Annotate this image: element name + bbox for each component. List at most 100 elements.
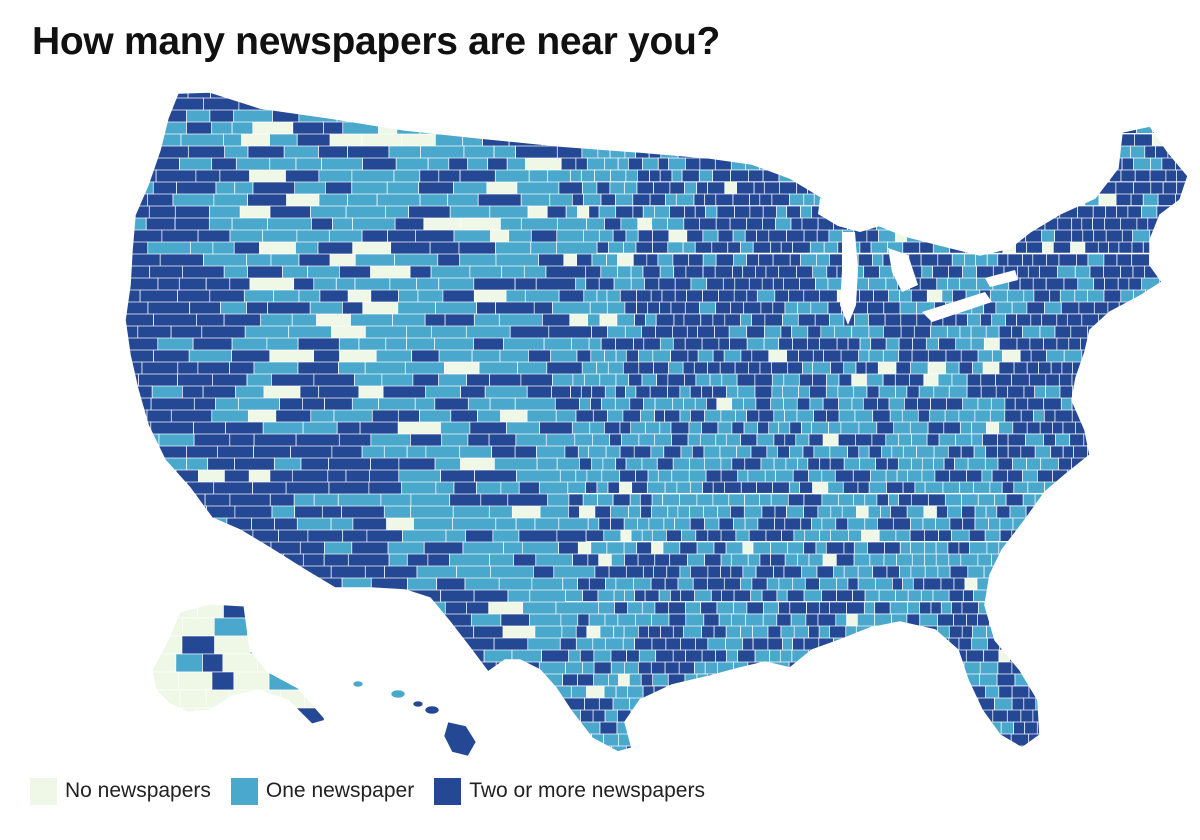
county-cell xyxy=(1052,601,1071,615)
county-cell xyxy=(777,445,790,459)
county-cell xyxy=(182,733,214,752)
county-cell xyxy=(581,133,596,150)
county-cell xyxy=(799,277,816,292)
county-cell xyxy=(1086,493,1098,507)
county-cell xyxy=(621,433,640,447)
county-cell xyxy=(954,217,974,233)
county-cell xyxy=(274,617,304,637)
county-cell xyxy=(633,445,652,459)
county-cell xyxy=(171,604,198,619)
county-cell xyxy=(1191,410,1200,424)
county-cell xyxy=(1125,469,1140,485)
county-cell xyxy=(913,733,928,749)
county-cell xyxy=(789,421,802,435)
county-cell xyxy=(1017,193,1029,206)
county-cell xyxy=(1121,421,1136,435)
county-cell xyxy=(1094,601,1110,615)
county-cell xyxy=(696,493,714,507)
county-cell xyxy=(925,217,938,233)
county-cell xyxy=(682,709,694,724)
county-cell xyxy=(600,193,616,206)
county-cell xyxy=(668,613,687,628)
county-cell xyxy=(730,157,746,171)
county-cell xyxy=(1156,758,1173,770)
county-cell xyxy=(426,601,446,631)
county-cell xyxy=(613,589,625,602)
county-cell xyxy=(742,265,756,280)
county-cell xyxy=(1169,133,1188,150)
county-cell xyxy=(1184,529,1188,542)
county-cell xyxy=(696,181,708,196)
county-cell xyxy=(732,193,750,206)
county-cell xyxy=(746,109,763,126)
county-cell xyxy=(604,97,616,114)
county-cell xyxy=(1129,301,1142,315)
county-cell xyxy=(750,145,765,161)
county-cell xyxy=(1052,697,1066,714)
county-cell xyxy=(659,169,673,183)
county-cell xyxy=(651,613,670,628)
county-cell xyxy=(573,92,591,99)
county-cell xyxy=(833,92,848,99)
county-cell xyxy=(780,625,795,639)
county-cell xyxy=(911,433,928,447)
county-cell xyxy=(843,121,862,134)
county-cell xyxy=(642,157,659,171)
county-cell xyxy=(722,277,736,292)
county-cell xyxy=(1156,421,1170,435)
county-cell xyxy=(583,193,602,206)
county-cell xyxy=(283,92,324,116)
county-cell xyxy=(1182,493,1188,507)
county-cell xyxy=(442,649,485,677)
county-cell xyxy=(748,529,767,542)
county-cell xyxy=(847,337,861,352)
county-cell xyxy=(1187,133,1188,150)
county-cell xyxy=(252,758,275,770)
county-cell xyxy=(331,709,360,737)
county-cell xyxy=(1059,181,1074,196)
county-cell xyxy=(770,241,782,254)
county-cell xyxy=(1059,613,1078,628)
county-cell xyxy=(713,625,727,639)
county-cell xyxy=(1149,541,1167,557)
county-cell xyxy=(950,205,968,220)
county-cell xyxy=(125,637,149,670)
county-cell xyxy=(1049,758,1064,770)
county-cell xyxy=(877,733,890,749)
county-cell xyxy=(982,157,1001,171)
county-cell xyxy=(797,145,816,161)
county-cell xyxy=(125,529,156,562)
county-cell xyxy=(779,181,798,196)
county-cell xyxy=(1129,637,1147,653)
county-cell xyxy=(852,589,866,602)
county-cell xyxy=(141,745,172,752)
county-cell xyxy=(668,601,686,615)
county-cell xyxy=(859,758,873,770)
county-cell xyxy=(999,109,1016,126)
county-cell xyxy=(966,205,980,220)
county-cell xyxy=(1122,92,1137,99)
county-cell xyxy=(677,577,694,591)
county-cell xyxy=(778,337,793,352)
county-cell xyxy=(821,733,836,749)
county-cell xyxy=(903,181,918,196)
county-cell xyxy=(1044,181,1061,196)
county-cell xyxy=(1128,625,1140,639)
county-cell xyxy=(736,445,752,459)
county-cell xyxy=(299,745,342,752)
county-cell xyxy=(970,337,985,352)
county-cell xyxy=(641,529,653,542)
county-cell xyxy=(283,637,307,670)
county-cell xyxy=(586,685,605,699)
lake-erie xyxy=(922,292,992,322)
county-cell xyxy=(1045,277,1065,292)
county-cell xyxy=(916,637,932,653)
county-cell xyxy=(575,157,588,171)
county-cell xyxy=(603,685,617,699)
county-cell xyxy=(596,241,609,254)
county-cell xyxy=(216,707,248,724)
county-cell xyxy=(768,421,780,435)
county-cell xyxy=(1041,685,1058,699)
county-cell xyxy=(842,685,858,699)
county-cell xyxy=(605,445,621,459)
